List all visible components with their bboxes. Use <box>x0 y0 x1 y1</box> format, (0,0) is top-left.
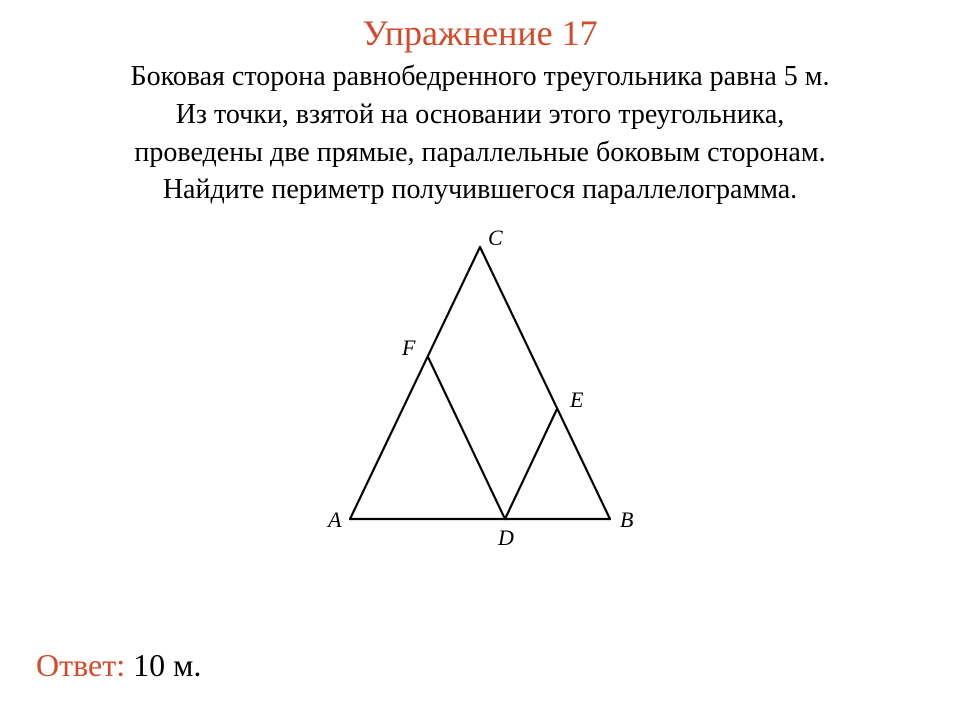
edge-D-F <box>428 357 505 519</box>
problem-line-3: проведены две прямые, параллельные боков… <box>134 137 825 168</box>
vertex-label-A: A <box>326 507 342 532</box>
edge-C-A <box>350 247 480 519</box>
edge-D-E <box>505 409 557 519</box>
vertex-label-E: E <box>569 387 584 412</box>
exercise-title: Упражнение 17 <box>0 0 960 58</box>
vertex-label-D: D <box>497 525 514 550</box>
triangle-diagram: A B C D E F <box>280 227 680 557</box>
answer-label: Ответ: <box>36 647 125 683</box>
answer-value: 10 м. <box>125 647 201 683</box>
problem-line-4: Найдите периметр получившегося параллело… <box>163 174 797 205</box>
problem-line-2: Из точки, взятой на основании этого треу… <box>176 99 785 130</box>
vertex-label-F: F <box>401 335 416 360</box>
answer-block: Ответ: 10 м. <box>36 647 201 684</box>
vertex-label-B: B <box>620 507 633 532</box>
vertex-label-C: C <box>488 227 503 250</box>
edge-B-C <box>480 247 610 519</box>
problem-line-1: Боковая сторона равнобедренного треуголь… <box>131 61 830 92</box>
problem-text: Боковая сторона равнобедренного треуголь… <box>0 58 960 209</box>
